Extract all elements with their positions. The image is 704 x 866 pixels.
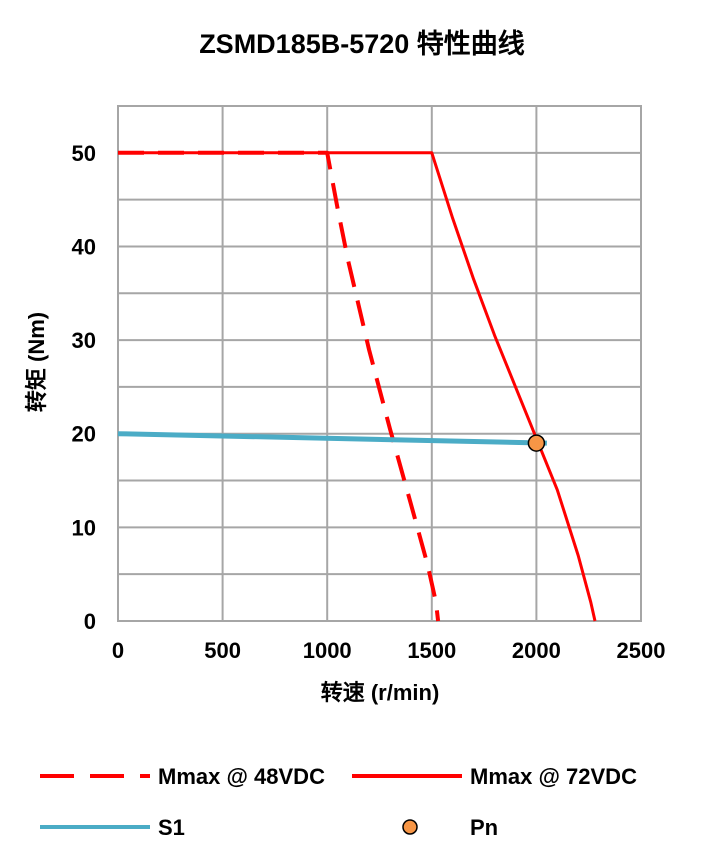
x-tick-label: 2500 <box>617 638 666 663</box>
series-line-0 <box>118 150 441 622</box>
plot-frame <box>117 105 642 622</box>
legend-label: Mmax @ 48VDC <box>158 764 325 789</box>
x-tick-label: 0 <box>112 638 124 663</box>
legend-label: Mmax @ 72VDC <box>470 764 637 789</box>
y-axis-label: 转矩 (Nm) <box>24 312 49 412</box>
axis-ticks: 0 500 1000 1500 2000 2500 0 10 20 30 40 50 <box>72 141 666 663</box>
y-tick-label: 10 <box>72 515 96 540</box>
pn-point <box>527 434 546 452</box>
grid <box>117 106 642 621</box>
series-line-1 <box>118 151 597 622</box>
x-tick-label: 1000 <box>303 638 352 663</box>
legend-label: Pn <box>470 815 498 840</box>
series <box>117 150 597 622</box>
x-axis-label: 转速 (r/min) <box>321 680 440 705</box>
y-tick-label: 40 <box>72 234 96 259</box>
series-line-2 <box>117 431 547 446</box>
y-tick-label: 20 <box>72 422 96 447</box>
chart-title: ZSMD185B-5720 特性曲线 <box>199 29 525 59</box>
y-tick-label: 30 <box>72 328 96 353</box>
legend: Mmax @ 48VDC Mmax @ 72VDC S1 Pn <box>40 764 637 840</box>
legend-label: S1 <box>158 815 185 840</box>
x-tick-label: 2000 <box>512 638 561 663</box>
x-tick-label: 1500 <box>407 638 456 663</box>
x-tick-label: 500 <box>204 638 241 663</box>
legend-swatch <box>402 819 418 835</box>
y-tick-label: 50 <box>72 141 96 166</box>
y-tick-label: 0 <box>84 609 96 634</box>
